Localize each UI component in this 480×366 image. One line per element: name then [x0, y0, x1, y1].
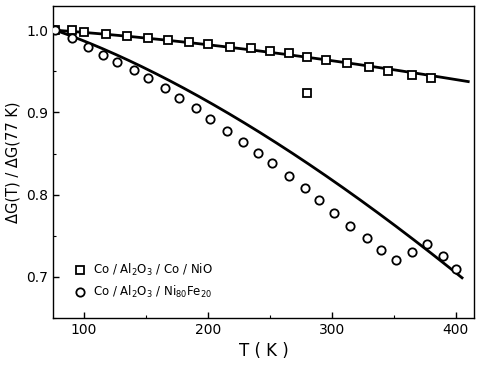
Co / Al$_2$O$_3$ / Ni$_{80}$Fe$_{20}$ [409, 250, 415, 254]
Co / Al$_2$O$_3$ / Ni$_{80}$Fe$_{20}$ [302, 186, 308, 190]
X-axis label: T ( K ): T ( K ) [239, 343, 288, 361]
Co / Al$_2$O$_3$ / Co / NiO [249, 46, 254, 51]
Y-axis label: ΔG(T) / ΔG(77 K): ΔG(T) / ΔG(77 K) [6, 101, 21, 223]
Co / Al$_2$O$_3$ / Ni$_{80}$Fe$_{20}$ [424, 242, 430, 246]
Co / Al$_2$O$_3$ / Ni$_{80}$Fe$_{20}$ [115, 60, 120, 64]
Co / Al$_2$O$_3$ / Co / NiO [323, 57, 329, 62]
Co / Al$_2$O$_3$ / Co / NiO [205, 42, 211, 46]
Co / Al$_2$O$_3$ / Ni$_{80}$Fe$_{20}$ [379, 247, 384, 252]
Co / Al$_2$O$_3$ / Co / NiO [366, 65, 372, 70]
Co / Al$_2$O$_3$ / Co / NiO [145, 36, 151, 41]
Co / Al$_2$O$_3$ / Ni$_{80}$Fe$_{20}$ [162, 86, 168, 90]
Line: Co / Al$_2$O$_3$ / Co / NiO: Co / Al$_2$O$_3$ / Co / NiO [51, 26, 435, 82]
Co / Al$_2$O$_3$ / Co / NiO [385, 69, 391, 74]
Co / Al$_2$O$_3$ / Ni$_{80}$Fe$_{20}$ [394, 258, 399, 263]
Co / Al$_2$O$_3$ / Ni$_{80}$Fe$_{20}$ [100, 53, 106, 57]
Co / Al$_2$O$_3$ / Ni$_{80}$Fe$_{20}$ [192, 106, 198, 111]
Co / Al$_2$O$_3$ / Ni$_{80}$Fe$_{20}$ [364, 236, 370, 240]
Co / Al$_2$O$_3$ / Co / NiO [286, 51, 291, 55]
Co / Al$_2$O$_3$ / Ni$_{80}$Fe$_{20}$ [145, 76, 151, 80]
Co / Al$_2$O$_3$ / Ni$_{80}$Fe$_{20}$ [317, 198, 323, 203]
Co / Al$_2$O$_3$ / Co / NiO [409, 73, 415, 78]
Co / Al$_2$O$_3$ / Co / NiO [124, 34, 130, 38]
Co / Al$_2$O$_3$ / Ni$_{80}$Fe$_{20}$ [254, 150, 260, 155]
Co / Al$_2$O$_3$ / Ni$_{80}$Fe$_{20}$ [286, 173, 291, 178]
Co / Al$_2$O$_3$ / Co / NiO [267, 49, 273, 53]
Co / Al$_2$O$_3$ / Ni$_{80}$Fe$_{20}$ [69, 36, 74, 41]
Co / Al$_2$O$_3$ / Ni$_{80}$Fe$_{20}$ [207, 117, 213, 121]
Co / Al$_2$O$_3$ / Co / NiO [69, 28, 74, 33]
Co / Al$_2$O$_3$ / Co / NiO [228, 45, 233, 49]
Co / Al$_2$O$_3$ / Ni$_{80}$Fe$_{20}$ [332, 210, 337, 215]
Co / Al$_2$O$_3$ / Co / NiO [103, 31, 109, 36]
Legend: Co / Al$_2$O$_3$ / Co / NiO, Co / Al$_2$O$_3$ / Ni$_{80}$Fe$_{20}$: Co / Al$_2$O$_3$ / Co / NiO, Co / Al$_2$… [67, 256, 219, 306]
Co / Al$_2$O$_3$ / Co / NiO [186, 40, 192, 44]
Co / Al$_2$O$_3$ / Ni$_{80}$Fe$_{20}$ [85, 45, 91, 49]
Co / Al$_2$O$_3$ / Co / NiO [304, 54, 310, 59]
Co / Al$_2$O$_3$ / Co / NiO [166, 38, 171, 42]
Co / Al$_2$O$_3$ / Ni$_{80}$Fe$_{20}$ [224, 128, 229, 133]
Co / Al$_2$O$_3$ / Ni$_{80}$Fe$_{20}$ [441, 253, 446, 258]
Co / Al$_2$O$_3$ / Ni$_{80}$Fe$_{20}$ [453, 266, 459, 271]
Co / Al$_2$O$_3$ / Co / NiO [344, 61, 349, 65]
Line: Co / Al$_2$O$_3$ / Ni$_{80}$Fe$_{20}$: Co / Al$_2$O$_3$ / Ni$_{80}$Fe$_{20}$ [51, 26, 460, 273]
Co / Al$_2$O$_3$ / Ni$_{80}$Fe$_{20}$ [131, 67, 136, 72]
Co / Al$_2$O$_3$ / Co / NiO [81, 30, 87, 34]
Co / Al$_2$O$_3$ / Ni$_{80}$Fe$_{20}$ [240, 140, 245, 144]
Co / Al$_2$O$_3$ / Ni$_{80}$Fe$_{20}$ [53, 28, 59, 33]
Co / Al$_2$O$_3$ / Co / NiO [428, 76, 434, 80]
Co / Al$_2$O$_3$ / Ni$_{80}$Fe$_{20}$ [269, 161, 275, 166]
Co / Al$_2$O$_3$ / Ni$_{80}$Fe$_{20}$ [177, 96, 182, 100]
Co / Al$_2$O$_3$ / Co / NiO [53, 28, 59, 33]
Co / Al$_2$O$_3$ / Ni$_{80}$Fe$_{20}$ [348, 224, 353, 228]
